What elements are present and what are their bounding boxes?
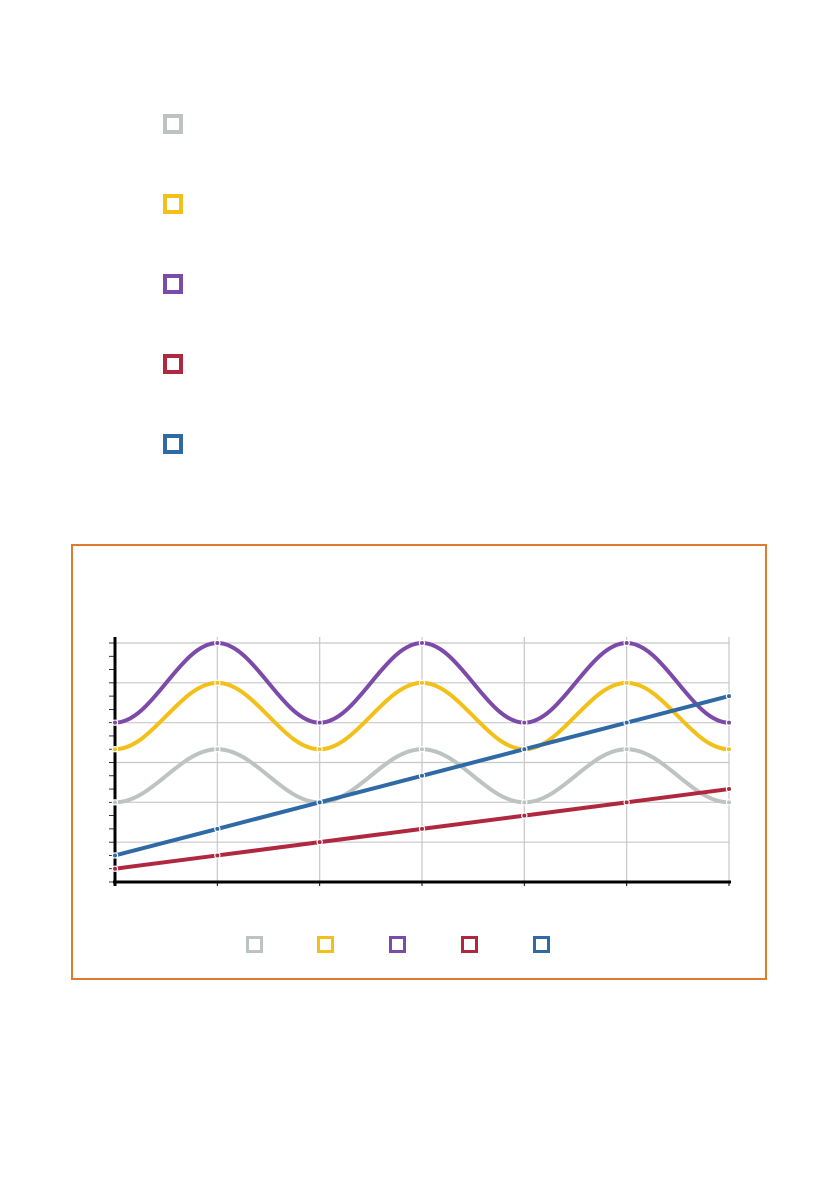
data-point-series-2 — [725, 746, 733, 753]
legend-top-swatch-5[interactable] — [163, 434, 183, 454]
chart-frame — [71, 544, 767, 980]
data-point-series-3 — [316, 719, 323, 726]
data-point-series-4 — [214, 852, 221, 859]
legend-top-swatch-3[interactable] — [163, 274, 183, 294]
data-point-series-3 — [725, 719, 733, 726]
legend-bottom-swatch-5[interactable] — [533, 936, 550, 953]
data-point-series-5 — [725, 692, 733, 700]
data-point-series-2 — [316, 746, 323, 753]
data-point-series-3 — [214, 639, 221, 647]
data-point-series-4 — [316, 838, 323, 846]
data-point-series-1 — [623, 746, 630, 753]
data-point-series-5 — [316, 799, 323, 806]
legend-bottom-swatch-4[interactable] — [461, 936, 478, 953]
data-point-series-2 — [214, 679, 221, 687]
data-point-series-4 — [623, 799, 630, 806]
data-point-series-5 — [521, 746, 528, 753]
legend-bottom-swatch-2[interactable] — [317, 936, 334, 953]
legend-bottom-swatch-1[interactable] — [246, 936, 263, 953]
data-point-series-5 — [214, 825, 221, 833]
data-point-series-1 — [521, 799, 528, 806]
data-point-series-4 — [725, 785, 733, 793]
data-point-series-4 — [418, 825, 426, 833]
data-point-series-1 — [214, 746, 221, 753]
data-point-series-3 — [521, 719, 528, 726]
data-point-series-2 — [111, 746, 119, 753]
data-point-series-5 — [111, 852, 119, 859]
data-point-series-3 — [623, 639, 630, 647]
grid-layer — [115, 637, 730, 882]
data-point-series-1 — [418, 746, 426, 753]
data-point-series-4 — [111, 865, 119, 872]
data-point-series-1 — [111, 799, 119, 806]
legend-top-swatch-1[interactable] — [163, 114, 183, 134]
data-point-series-3 — [111, 719, 119, 726]
legend-bottom — [246, 936, 576, 954]
data-point-series-1 — [725, 799, 733, 806]
legend-top-swatch-4[interactable] — [163, 354, 183, 374]
legend-top-swatch-2[interactable] — [163, 194, 183, 214]
data-point-series-2 — [623, 679, 630, 687]
data-point-series-3 — [418, 639, 426, 647]
axis-layer — [109, 637, 731, 886]
data-point-series-5 — [418, 772, 426, 779]
legend-bottom-swatch-3[interactable] — [389, 936, 406, 953]
data-point-series-5 — [623, 719, 630, 726]
data-point-series-4 — [521, 812, 528, 819]
data-point-series-2 — [418, 679, 426, 687]
point-layer — [111, 639, 733, 872]
